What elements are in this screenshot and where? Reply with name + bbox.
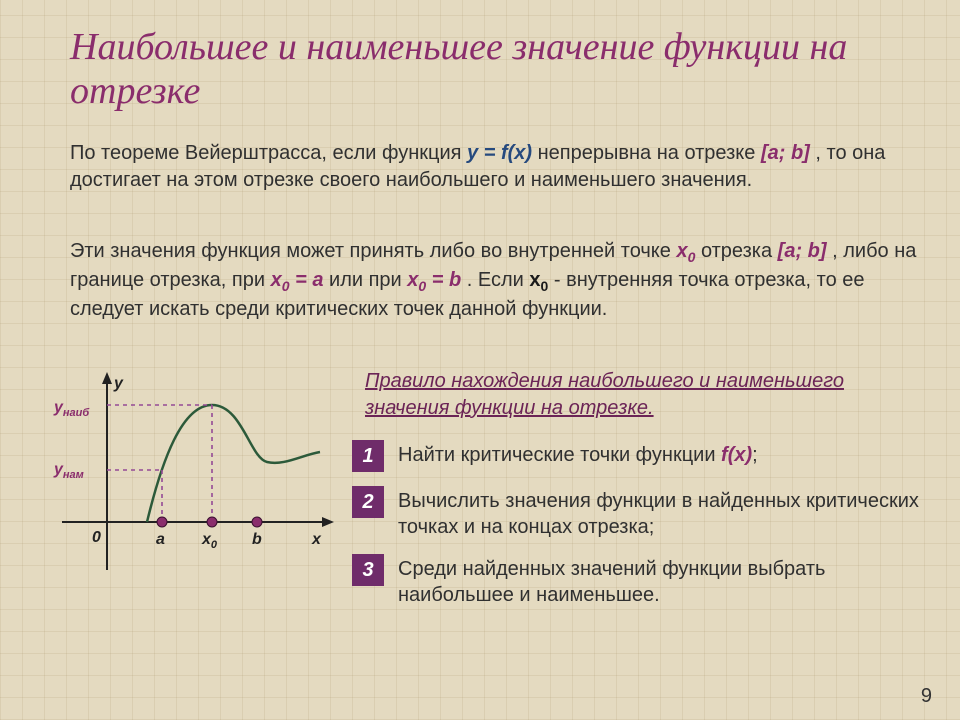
step-text: Вычислить значения функции в найденных к…: [398, 486, 920, 540]
eq-x0-b: x0 = b: [407, 269, 467, 291]
page-number: 9: [921, 685, 932, 708]
step-number: 2: [352, 486, 384, 518]
formula-fx: y = f(x): [467, 142, 532, 164]
paragraph-2: Эти значения функция может принять либо …: [70, 238, 920, 323]
paragraph-1: По теореме Вейерштрасса, если функция y …: [70, 140, 920, 194]
svg-text:a: a: [156, 531, 165, 548]
x0: x0: [676, 240, 700, 262]
svg-text:yнаиб: yнаиб: [53, 399, 90, 419]
step-text: Найти критические точки функции f(x);: [398, 440, 758, 468]
text: отрезка: [701, 240, 778, 262]
x0: x0: [529, 269, 553, 291]
text: . Если: [467, 269, 530, 291]
text: Эти значения функция может принять либо …: [70, 240, 676, 262]
function-chart: y yнаиб yнам 0 a x0 b x: [52, 370, 342, 590]
interval-ab: [a; b]: [778, 240, 827, 262]
text: непрерывна на отрезке: [538, 142, 761, 164]
step-1: 1 Найти критические точки функции f(x);: [352, 440, 920, 472]
step-3: 3 Среди найденных значений функции выбра…: [352, 554, 920, 608]
svg-text:yнам: yнам: [53, 461, 84, 481]
steps-list: 1 Найти критические точки функции f(x); …: [352, 440, 920, 622]
step-text: Среди найденных значений функции выбрать…: [398, 554, 920, 608]
svg-text:x: x: [311, 531, 322, 548]
axis-y-label: y: [113, 375, 124, 392]
svg-text:0: 0: [92, 529, 101, 546]
eq-x0-a: x0 = a: [271, 269, 329, 291]
svg-text:b: b: [252, 531, 262, 548]
text: или при: [329, 269, 407, 291]
step-number: 3: [352, 554, 384, 586]
slide-title: Наибольшее и наименьшее значение функции…: [70, 26, 920, 113]
step-2: 2 Вычислить значения функции в найденных…: [352, 486, 920, 540]
svg-text:x0: x0: [201, 531, 218, 551]
rule-title: Правило нахождения наибольшего и наимень…: [365, 368, 920, 422]
step-number: 1: [352, 440, 384, 472]
text: По теореме Вейерштрасса, если функция: [70, 142, 467, 164]
interval-ab: [a; b]: [761, 142, 810, 164]
